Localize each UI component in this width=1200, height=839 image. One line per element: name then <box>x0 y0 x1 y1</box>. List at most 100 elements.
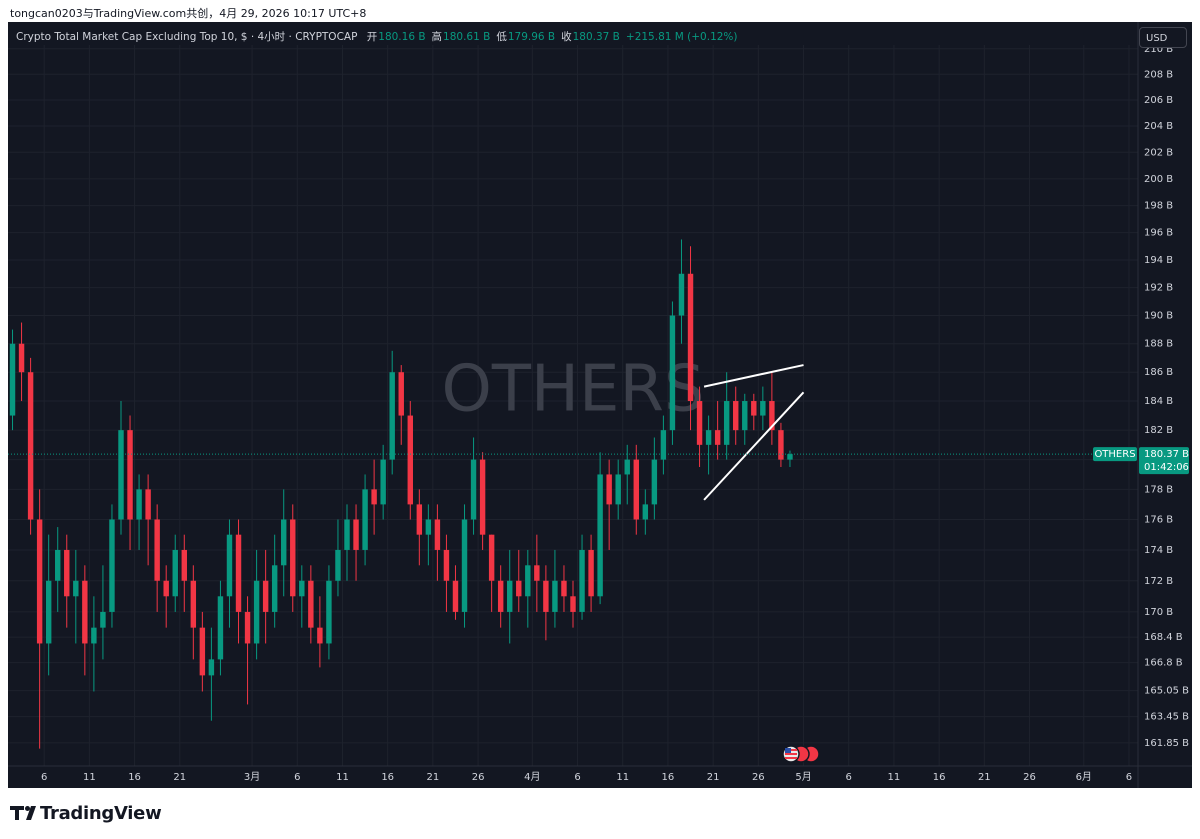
candle-body <box>470 459 477 520</box>
candle-body <box>461 519 468 612</box>
candle-body <box>588 549 594 597</box>
candle-body <box>425 519 432 535</box>
trendline <box>703 364 804 388</box>
x-tick-label: 6 <box>41 772 47 783</box>
y-tick-label: 210 B <box>1144 44 1173 55</box>
flag-stripe <box>785 753 797 755</box>
ohlc-value: 180.16 B <box>378 31 426 43</box>
candle-body <box>543 580 549 612</box>
x-tick-label: 16 <box>933 772 946 783</box>
x-tick-label: 3月 <box>244 771 260 783</box>
y-tick-label: 190 B <box>1144 311 1173 322</box>
candle-body <box>335 549 341 581</box>
candle-body <box>27 372 34 520</box>
candle-body <box>552 580 558 612</box>
currency-button[interactable]: USD <box>1139 27 1187 48</box>
candle-body <box>579 549 585 612</box>
x-tick-label: 21 <box>707 772 720 783</box>
candle-body <box>91 627 97 644</box>
countdown-label: 01:42:06 <box>1144 462 1189 473</box>
ohlc-value: 179.96 B <box>507 31 556 43</box>
candle-body <box>398 372 404 416</box>
ohlc-key: 开 <box>366 31 378 43</box>
candle-body <box>678 273 685 316</box>
candle-body <box>55 549 61 581</box>
candle-body <box>181 549 187 581</box>
y-tick-label: 184 B <box>1144 396 1173 407</box>
ohlc-key: 高 <box>431 31 443 43</box>
candle-body <box>787 454 793 460</box>
candle-body <box>190 580 197 628</box>
brand: TradingView <box>40 803 162 824</box>
x-tick-label: 6 <box>574 772 580 783</box>
candle-body <box>299 580 305 597</box>
symbol-badge-label: OTHERS <box>1094 449 1135 460</box>
y-tick-label: 161.85 B <box>1144 738 1189 749</box>
symbol-title[interactable]: Crypto Total Market Cap Excluding Top 10… <box>16 31 358 43</box>
candle-body <box>669 315 676 431</box>
candle-body <box>642 504 649 520</box>
y-tick-label: 206 B <box>1144 95 1173 106</box>
candle-body <box>73 580 79 597</box>
candle-body <box>597 474 603 597</box>
x-tick-label: 26 <box>752 772 765 783</box>
candle-body <box>723 401 730 445</box>
x-tick-label: 6 <box>846 772 852 783</box>
candle-body <box>244 611 251 644</box>
y-tick-label: 208 B <box>1144 69 1173 80</box>
candle-body <box>516 580 522 597</box>
candle-body <box>172 549 178 597</box>
x-tick-label: 6 <box>294 772 300 783</box>
x-tick-label: 16 <box>381 772 394 783</box>
candle-body <box>118 430 124 520</box>
candle-body <box>443 549 450 581</box>
y-tick-label: 186 B <box>1144 367 1173 378</box>
ohlc-key: 低 <box>496 31 507 43</box>
candle-body <box>389 372 395 460</box>
candle-body <box>452 580 459 612</box>
candle-body <box>434 519 441 550</box>
ohlc-value: 180.61 B <box>443 31 491 43</box>
candle-body <box>525 565 531 597</box>
credit: tongcan0203与TradingView.com共创，4月 29, 202… <box>10 7 367 20</box>
candle-body <box>290 519 296 597</box>
change: +215.81 M (+0.12%) <box>625 31 738 43</box>
candle-body <box>199 627 206 676</box>
time-axis: 6 11 16 21 3月 6 11 16 21 26 4月 6 11 16 21 26 5月 6 11 16 21 26… <box>41 771 1132 783</box>
trendline <box>703 391 805 501</box>
candle-body <box>271 565 278 612</box>
candle-body <box>742 401 748 431</box>
event-flags[interactable] <box>782 745 820 763</box>
x-tick-label: 6 <box>1126 772 1132 783</box>
candle-body <box>235 534 242 612</box>
candle-body <box>64 549 70 597</box>
y-tick-label: 200 B <box>1144 174 1173 185</box>
candle-body <box>606 474 612 505</box>
x-tick-label: 5月 <box>795 771 811 783</box>
candle-body <box>217 596 224 660</box>
watermark: OTHERS <box>441 353 704 427</box>
x-tick-label: 11 <box>336 772 349 783</box>
candle-body <box>127 430 133 520</box>
candle-body <box>371 489 377 505</box>
x-tick-label: 26 <box>1023 772 1036 783</box>
candle-body <box>488 534 495 581</box>
candle-body <box>633 459 639 520</box>
y-tick-label: 174 B <box>1144 545 1173 556</box>
flag-canton <box>785 748 791 753</box>
plot-area <box>8 239 1138 749</box>
candle-body <box>154 519 160 581</box>
y-tick-label: 192 B <box>1144 283 1173 294</box>
candle-body <box>262 580 269 612</box>
y-tick-label: 168.4 B <box>1144 632 1183 643</box>
candle-body <box>615 474 621 505</box>
x-tick-label: 11 <box>888 772 901 783</box>
y-tick-label: 204 B <box>1144 121 1173 132</box>
candle-body <box>317 627 323 644</box>
candle-body <box>136 489 142 520</box>
candle-body <box>714 430 721 445</box>
x-tick-label: 6月 <box>1076 771 1092 783</box>
x-tick-label: 21 <box>978 772 991 783</box>
candle-body <box>624 459 630 475</box>
